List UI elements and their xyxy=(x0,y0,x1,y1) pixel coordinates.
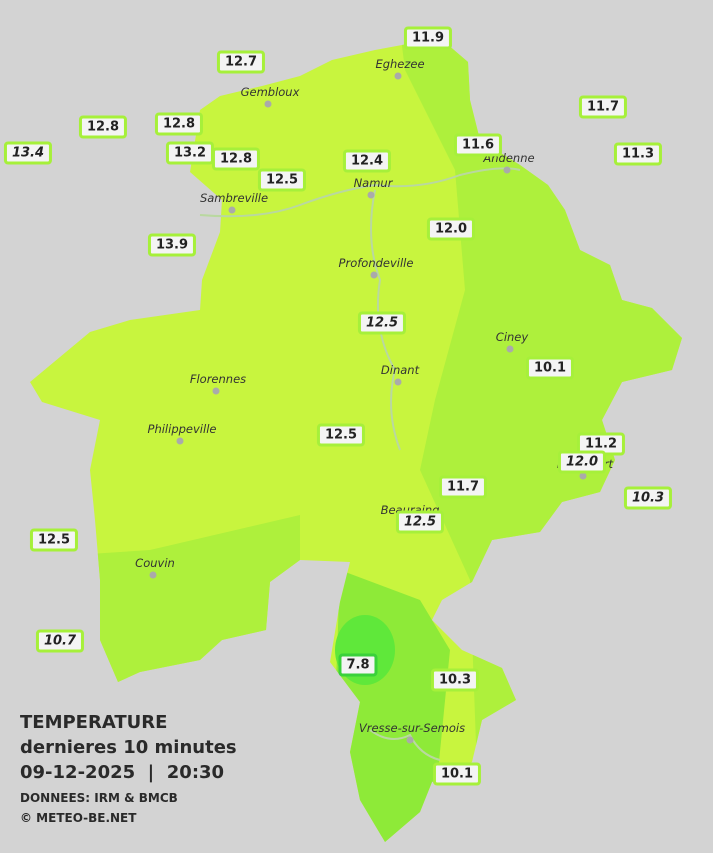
town-label: Gembloux xyxy=(241,85,300,99)
town-label: Vresse-sur-Semois xyxy=(359,721,465,735)
station-label: 12.5 xyxy=(29,528,79,552)
town-dot xyxy=(367,191,375,199)
town-dot xyxy=(212,387,220,395)
town-dot xyxy=(176,437,184,445)
town-dot xyxy=(370,271,378,279)
river xyxy=(199,167,521,218)
station-label: 10.1 xyxy=(525,356,575,380)
station-label: 10.7 xyxy=(35,629,85,653)
town-dot xyxy=(406,736,414,744)
station-label: 12.8 xyxy=(154,112,204,136)
station-label: 10.3 xyxy=(623,486,673,510)
station-label: 11.6 xyxy=(453,133,503,157)
town-dot xyxy=(394,72,402,80)
town-label: Sambreville xyxy=(200,191,268,205)
legend-subtitle: dernieres 10 minutes xyxy=(20,737,237,758)
station-label: 11.7 xyxy=(578,95,628,119)
station-label: 11.9 xyxy=(403,26,453,50)
legend-source: DONNEES: IRM & BMCB xyxy=(20,791,178,805)
town-label: Namur xyxy=(354,176,394,190)
station-label: 12.0 xyxy=(557,450,607,474)
station-label: 12.8 xyxy=(211,147,261,171)
town-dot xyxy=(149,571,157,579)
station-label: 11.7 xyxy=(438,475,488,499)
town-dot xyxy=(503,166,511,174)
town-label: Dinant xyxy=(381,363,420,377)
legend-copyright: © METEO-BE.NET xyxy=(20,811,137,825)
river xyxy=(369,729,441,761)
town-label: Philippeville xyxy=(148,422,217,436)
legend-title: TEMPERATURE xyxy=(20,712,168,733)
town-label: Ciney xyxy=(496,330,529,344)
station-label: 12.0 xyxy=(426,217,476,241)
towns: EghezeeGemblouxAndenneNamurSambrevillePr… xyxy=(135,57,614,744)
town-dot xyxy=(506,345,514,353)
town-label: Eghezee xyxy=(375,57,424,71)
legend-datetime: 09-12-2025 | 20:30 xyxy=(20,762,225,783)
station-label: 10.3 xyxy=(430,668,480,692)
station-label: 7.8 xyxy=(338,653,378,677)
station-label: 12.5 xyxy=(316,423,366,447)
station-label: 13.9 xyxy=(147,233,197,257)
station-label: 13.4 xyxy=(3,141,53,165)
station-label: 12.8 xyxy=(78,115,128,139)
town-dot xyxy=(264,100,272,108)
station-label: 12.7 xyxy=(216,50,266,74)
town-dot xyxy=(579,472,587,480)
station-label: 12.5 xyxy=(357,311,407,335)
station-label: 12.4 xyxy=(342,149,392,173)
station-label: 10.1 xyxy=(432,762,482,786)
station-label: 12.5 xyxy=(395,510,445,534)
station-label: 12.5 xyxy=(257,168,307,192)
station-label: 11.3 xyxy=(613,142,663,166)
town-label: Profondeville xyxy=(339,256,414,270)
town-dot xyxy=(228,206,236,214)
station-label: 13.2 xyxy=(165,141,215,165)
town-dot xyxy=(394,378,402,386)
town-label: Couvin xyxy=(135,556,175,570)
town-label: Florennes xyxy=(190,372,246,386)
